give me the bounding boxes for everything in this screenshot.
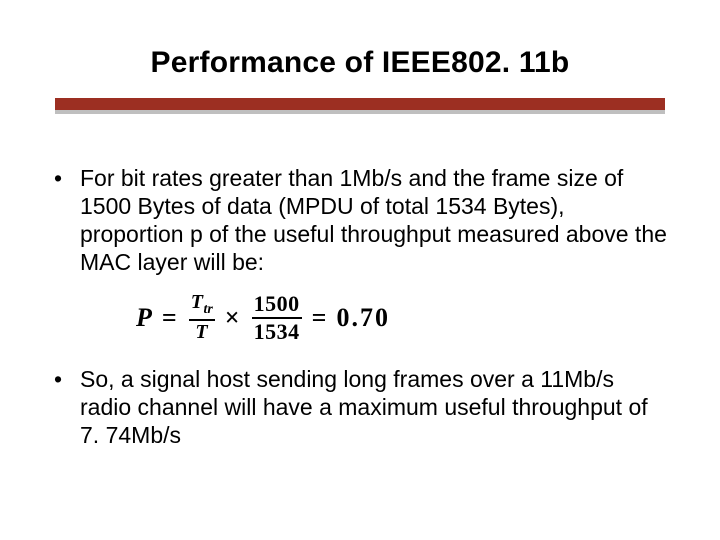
slide-title: Performance of IEEE802. 11b <box>0 0 720 98</box>
bullet-item: • For bit rates greater than 1Mb/s and t… <box>52 164 668 276</box>
fraction-2: 1500 1534 <box>252 292 302 342</box>
bullet-text: For bit rates greater than 1Mb/s and the… <box>80 164 668 276</box>
bullet-item: • So, a signal host sending long frames … <box>52 365 668 449</box>
bullet-text: So, a signal host sending long frames ov… <box>80 365 668 449</box>
fraction-1-denominator: T <box>193 322 210 343</box>
fraction-2-numerator: 1500 <box>252 292 302 315</box>
bullet-marker: • <box>52 164 80 276</box>
slide-content: • For bit rates greater than 1Mb/s and t… <box>0 164 720 449</box>
title-divider <box>55 98 665 114</box>
fraction-1-numerator: Ttr <box>189 292 215 318</box>
frac1-num-sub: tr <box>203 302 212 317</box>
bullet-marker: • <box>52 365 80 449</box>
equals-sign-2: = <box>308 302 333 334</box>
formula-lhs: P <box>132 302 158 334</box>
frac1-num-base: T <box>191 291 204 313</box>
divider-bar <box>55 98 665 110</box>
divider-shadow <box>55 110 665 114</box>
equals-sign: = <box>158 302 183 334</box>
times-sign: × <box>221 302 246 334</box>
formula-rhs: 0.70 <box>332 302 394 334</box>
slide: Performance of IEEE802. 11b • For bit ra… <box>0 0 720 540</box>
formula: P = Ttr T × 1500 1534 = 0.70 <box>132 292 668 343</box>
fraction-2-denominator: 1534 <box>252 320 302 343</box>
fraction-1: Ttr T <box>189 292 215 343</box>
